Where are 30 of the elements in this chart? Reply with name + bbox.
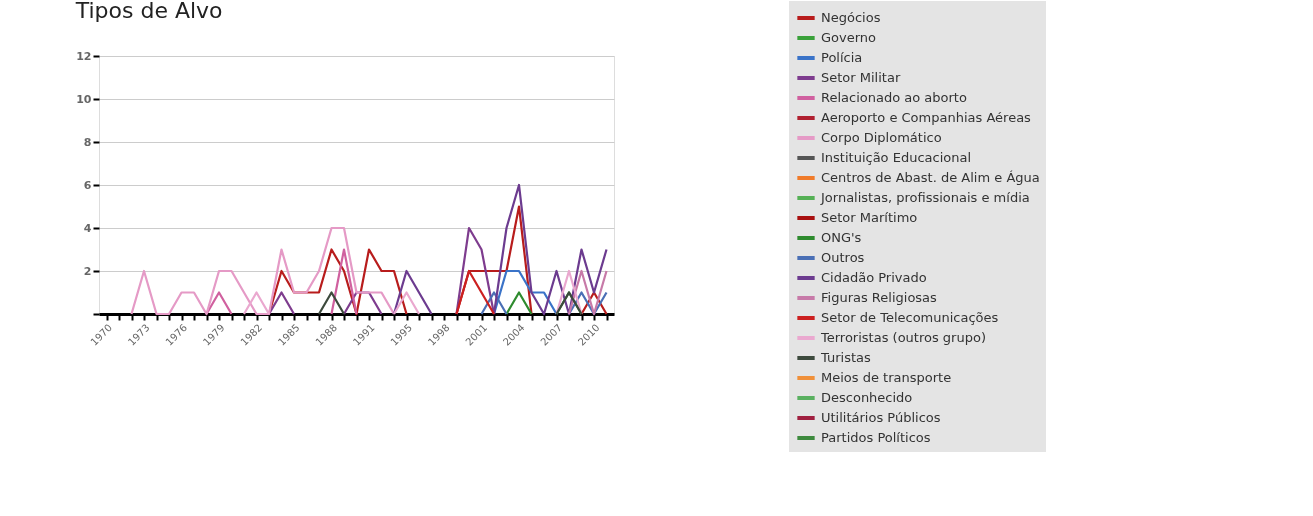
legend-label: Setor Militar: [821, 70, 901, 85]
legend-label: Utilitários Públicos: [821, 410, 941, 425]
y-tick-label: 10: [76, 92, 92, 106]
legend-label: Corpo Diplomático: [821, 130, 942, 145]
legend-label: ONG's: [821, 230, 862, 245]
legend-label: Governo: [821, 30, 877, 45]
legend-label: Instituição Educacional: [821, 150, 972, 165]
legend-label: Negócios: [821, 10, 881, 25]
legend-label: Figuras Religiosas: [821, 290, 938, 305]
y-tick-label: 2: [83, 264, 92, 278]
legend-label: Partidos Políticos: [821, 430, 931, 445]
legend-label: Relacionado ao aborto: [821, 90, 967, 105]
y-tick-label: 4: [83, 221, 92, 235]
legend-label: Desconhecido: [821, 390, 913, 405]
line-series: [130, 226, 396, 316]
legend-label: Turistas: [820, 350, 871, 365]
y-tick-label: 8: [83, 135, 92, 149]
legend-label: Aeroporto e Companhias Aéreas: [821, 110, 1032, 125]
chart-title: Tipos de Alvo: [74, 0, 223, 23]
y-tick-label: 6: [83, 178, 92, 192]
legend-label: Centros de Abast. de Alim e Água: [821, 170, 1040, 185]
legend-label: Jornalistas, profissionais e mídia: [820, 190, 1030, 205]
legend-label: Meios de transporte: [821, 370, 952, 385]
legend-label: Setor Marítimo: [821, 210, 918, 225]
legend-label: Outros: [821, 250, 865, 265]
legend-label: Setor de Telecomunicações: [821, 310, 999, 325]
legend-label: Terroristas (outros grupo): [820, 330, 986, 345]
y-tick-label: 12: [76, 49, 92, 63]
legend-label: Cidadão Privado: [821, 270, 927, 285]
legend-label: Polícia: [821, 50, 863, 65]
